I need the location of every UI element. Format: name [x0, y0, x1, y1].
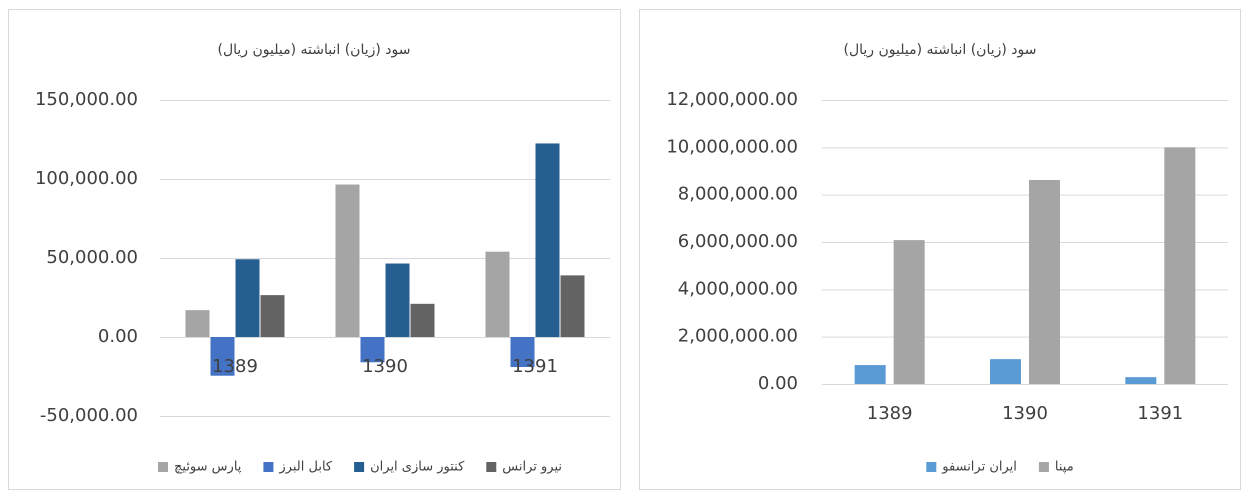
bar	[335, 184, 360, 337]
panel	[639, 9, 1241, 490]
legend-swatch	[1038, 462, 1049, 472]
y-tick-label: 100,000.00	[35, 168, 138, 189]
bar	[235, 259, 260, 337]
bar	[535, 143, 560, 337]
y-tick-label: 12,000,000.00	[666, 89, 798, 110]
bar	[990, 359, 1021, 384]
bar	[854, 365, 886, 384]
bar	[510, 337, 535, 368]
bar	[560, 275, 585, 337]
legend-swatch	[354, 462, 365, 472]
chart-title: سود (زیان) انباشته (میلیون ریال)	[844, 42, 1037, 58]
x-tick-label: 1390	[362, 356, 408, 377]
bar	[410, 303, 435, 337]
x-tick-label: 1389	[867, 403, 913, 424]
legend-label: نیرو ترانس	[502, 460, 562, 475]
legend-label: کنتور سازی ایران	[370, 460, 465, 475]
bar	[210, 337, 235, 376]
panel	[8, 9, 621, 490]
legend: پارس سوئیچ کابل البرز کنتور سازی ایران نیرو…	[158, 460, 562, 475]
y-tick-label: 0.00	[758, 373, 798, 394]
bar	[1125, 377, 1157, 384]
legend-label: ایران ترانسفو	[941, 460, 1017, 475]
y-tick-label: 150,000.00	[35, 89, 138, 110]
bar	[893, 240, 925, 384]
legend-label: کابل البرز	[278, 460, 333, 475]
y-tick-label: 10,000,000.00	[666, 136, 798, 157]
legend-swatch	[158, 462, 168, 472]
legend-label: پارس سوئیچ	[174, 460, 242, 475]
x-tick-label: 1391	[512, 356, 558, 377]
y-tick-label: 8,000,000.00	[678, 184, 798, 205]
bar	[485, 251, 510, 337]
y-tick-label: 50,000.00	[46, 247, 138, 268]
x-tick-label: 1391	[1137, 403, 1183, 424]
bar	[260, 295, 285, 337]
legend-swatch	[926, 462, 937, 472]
y-tick-label: -50,000.00	[40, 405, 138, 426]
legend-label: مپنا	[1055, 460, 1074, 475]
x-tick-label: 1389	[212, 356, 258, 377]
y-tick-label: 2,000,000.00	[678, 326, 798, 347]
y-tick-label: 4,000,000.00	[678, 278, 798, 299]
bar	[1029, 179, 1060, 384]
y-tick-label: 0.00	[98, 326, 138, 347]
legend-swatch	[486, 462, 497, 472]
legend-swatch	[263, 462, 274, 472]
bar	[1164, 147, 1196, 384]
x-tick-label: 1390	[1002, 403, 1048, 424]
bar	[185, 310, 210, 337]
bar	[385, 263, 410, 337]
legend: ایران ترانسفو مپنا	[926, 460, 1074, 475]
bar	[360, 337, 385, 363]
chart-title: سود (زیان) انباشته (میلیون ریال)	[218, 42, 411, 58]
y-tick-label: 6,000,000.00	[678, 231, 798, 252]
